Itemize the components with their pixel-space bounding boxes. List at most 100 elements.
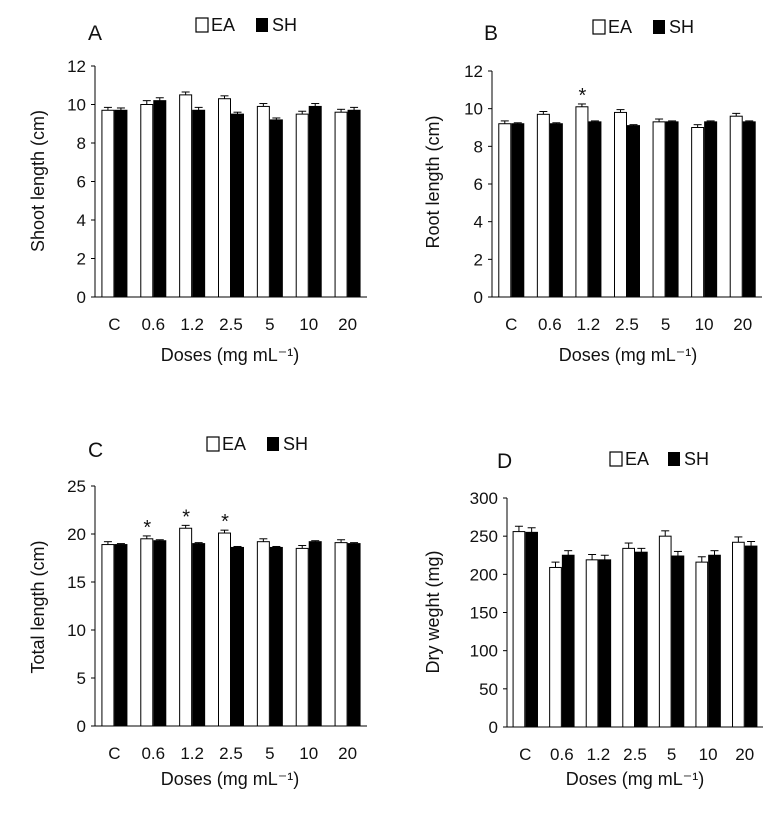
panel-b-error-bar-ea-5: [655, 118, 664, 122]
panel-d-y-tick-label: 200: [470, 565, 498, 584]
panel-a-bar-ea-2.5: [218, 98, 231, 298]
panel-a-legend-ea-swatch: [195, 17, 209, 33]
panel-d-error-bar-sh-C: [527, 527, 536, 533]
panel-a-bar-sh-2.5: [231, 113, 244, 298]
panel-c-y-axis-title: Total length (cm): [28, 540, 48, 673]
panel-b-y-tick-label: 4: [474, 213, 483, 232]
panel-c-bar-ea-1.2: [179, 527, 193, 727]
panel-d-error-bar-ea-5: [661, 530, 670, 537]
panel-d-error-bar-sh-1.2: [600, 554, 609, 560]
panel-a-x-tick-label: 5: [265, 315, 274, 334]
panel-c-x-tick-label: 2.5: [219, 744, 243, 763]
panel-d-y-tick-label: 0: [489, 718, 498, 737]
panel-c-error-bar-sh-0.6: [155, 539, 164, 541]
panel-b-significance-star: *: [579, 85, 587, 107]
panel-c-legend-ea: EA: [222, 434, 246, 454]
panel-c-significance-star: *: [143, 517, 151, 539]
panel-d-bar-sh-0.6: [561, 554, 575, 728]
panel-a-error-bar-ea-C: [103, 106, 112, 111]
panel-b-error-bar-sh-2.5: [629, 124, 638, 126]
panel-c-error-bar-sh-2.5: [233, 545, 242, 548]
panel-b-error-bar-sh-1.2: [590, 120, 599, 122]
panel-a-x-tick-label: 20: [338, 315, 357, 334]
panel-a-bar-ea-10: [295, 113, 309, 298]
panel-c-y-tick-label: 20: [67, 525, 86, 544]
panel-c-error-bar-ea-0.6: [142, 535, 151, 539]
panel-b-error-bar-sh-0.6: [552, 122, 561, 124]
panel-a-x-tick-label: 10: [299, 315, 318, 334]
panel-d-legend-ea-swatch: [609, 451, 623, 467]
panel-b-error-bar-ea-10: [693, 124, 702, 128]
panel-d-bar-ea-5: [658, 535, 672, 728]
panel-a-error-bar-ea-10: [298, 110, 307, 115]
panel-d-bar-ea-0.6: [549, 566, 562, 728]
panel-b-legend-ea-swatch: [592, 19, 606, 35]
panel-b-error-bar-ea-0.6: [539, 110, 548, 115]
panel-b-plot: 0 2 4 6 8 10 12 C 0.6 1.2 2.5 5 10 20 *: [464, 62, 762, 334]
panel-b-y-axis-title: Root length (cm): [423, 115, 443, 248]
panel-c-error-bar-ea-5: [259, 538, 268, 542]
panel-b-error-bar-sh-10: [706, 120, 715, 122]
panel-a-x-tick-label: C: [108, 315, 120, 334]
panel-d-bar-ea-10: [695, 561, 709, 728]
panel-a-error-bar-ea-2.5: [220, 95, 229, 99]
panel-d-error-bar-ea-0.6: [551, 561, 560, 568]
panel-b-error-bar-ea-20: [732, 112, 741, 117]
panel-c-bar-sh-2.5: [231, 546, 244, 727]
panel-d-error-bar-sh-2.5: [637, 547, 646, 553]
panel-b-error-bar-sh-20: [745, 120, 754, 122]
panel-d-x-tick-label: 0.6: [550, 745, 574, 764]
panel-b-error-bar-sh-5: [668, 120, 677, 122]
panel-d-x-tick-label: 1.2: [587, 745, 611, 764]
panel-a-y-tick-label: 10: [67, 96, 86, 115]
panel-d-x-tick-label: 2.5: [623, 745, 647, 764]
panel-d-error-bar-sh-20: [747, 541, 756, 547]
panel-a-bar-ea-20: [334, 111, 348, 298]
panel-a-bar-sh-5: [269, 119, 283, 298]
panel-d-error-bar-ea-2.5: [624, 542, 633, 549]
panel-d-error-bar-sh-10: [710, 550, 719, 556]
panel-b: B EA SH Root length (cm) Doses (mg mL⁻¹)…: [423, 17, 762, 365]
panel-a-y-tick-label: 12: [67, 57, 86, 76]
panel-a-x-tick-label: 0.6: [141, 315, 165, 334]
panel-a-error-bar-sh-1.2: [194, 106, 203, 111]
panel-a-error-bar-ea-5: [259, 103, 268, 107]
panel-d-bar-sh-5: [671, 555, 685, 728]
panel-c-y-tick-label: 15: [67, 573, 86, 592]
panel-d-x-tick-label: C: [519, 745, 531, 764]
panel-c-error-bar-ea-1.2: [181, 524, 190, 529]
panel-b-letter: B: [484, 22, 498, 45]
panel-a-error-bar-ea-0.6: [142, 100, 151, 105]
panel-c-x-axis-title: Doses (mg mL⁻¹): [161, 769, 300, 789]
panel-b-y-tick-label: 2: [474, 250, 483, 269]
panel-c-x-tick-label: 0.6: [141, 744, 165, 763]
panel-a-y-tick-label: 8: [77, 134, 86, 153]
panel-a-bar-sh-20: [347, 109, 361, 298]
panel-a-y-axis-title: Shoot length (cm): [28, 110, 48, 252]
panel-d-legend-ea: EA: [625, 449, 649, 469]
panel-d-error-bar-ea-20: [734, 536, 743, 543]
panel-c-significance-star: *: [182, 506, 190, 528]
panel-c-y-tick-label: 25: [67, 477, 86, 496]
panel-b-error-bar-sh-C: [513, 122, 522, 124]
panel-a-letter: A: [88, 22, 102, 45]
panel-d-error-bar-sh-0.6: [564, 550, 573, 556]
panel-b-bar-sh-1.2: [588, 121, 602, 298]
panel-c-y-tick-label: 10: [67, 621, 86, 640]
panel-c-y-tick-label: 0: [77, 717, 86, 736]
panel-c-bar-ea-0.6: [140, 538, 154, 727]
panel-c-x-tick-label: 5: [265, 744, 274, 763]
panel-d-error-bar-ea-1.2: [588, 553, 597, 560]
panel-c-bar-sh-0.6: [153, 540, 167, 727]
panel-d-y-tick-label: 100: [470, 642, 498, 661]
panel-b-x-tick-label: 20: [733, 315, 752, 334]
panel-c-legend-sh-swatch: [267, 437, 279, 451]
panel-b-bar-sh-5: [665, 121, 679, 298]
panel-d-legend-sh-swatch: [668, 452, 680, 466]
panel-a-y-tick-label: 4: [77, 211, 86, 230]
panel-c-error-bar-ea-10: [298, 545, 307, 549]
panel-c-error-bar-sh-20: [350, 542, 359, 544]
panel-c-error-bar-sh-5: [272, 545, 281, 548]
panel-d-y-tick-label: 250: [470, 527, 498, 546]
panel-a-y-tick-label: 6: [77, 173, 86, 192]
